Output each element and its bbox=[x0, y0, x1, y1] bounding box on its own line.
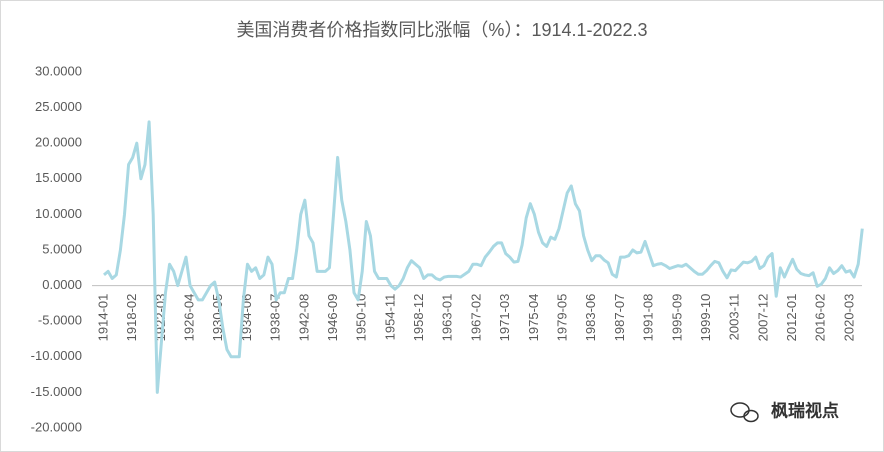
x-tick-label: 1946-09 bbox=[325, 294, 340, 342]
x-tick-label: 1963-01 bbox=[440, 294, 455, 342]
x-tick-label: 1995-09 bbox=[669, 294, 684, 342]
x-tick-label: 1983-06 bbox=[583, 294, 598, 342]
x-tick-label: 1954-11 bbox=[382, 294, 397, 341]
y-tick-label: 30.0000 bbox=[35, 63, 82, 78]
x-tick-label: 2007-12 bbox=[755, 294, 770, 342]
line bbox=[103, 120, 864, 394]
y-tick-label: -10.0000 bbox=[31, 348, 82, 363]
chart-title: 美国消费者价格指数同比涨幅（%）：1914.1-2022.3 bbox=[236, 20, 647, 40]
y-tick-label: 20.0000 bbox=[35, 135, 82, 150]
x-tick-label: 1914-01 bbox=[95, 294, 110, 342]
y-tick-label: 15.0000 bbox=[35, 170, 82, 185]
x-tick-label: 2020-03 bbox=[841, 294, 856, 342]
watermark: 枫瑞视点 bbox=[771, 400, 839, 420]
x-tick-label: 1918-02 bbox=[124, 294, 139, 342]
x-tick-label: 2003-11 bbox=[727, 294, 742, 341]
x-tick-label: 1991-08 bbox=[641, 294, 656, 342]
x-tick-label: 1926-04 bbox=[182, 294, 197, 342]
x-tick-label: 1930-05 bbox=[210, 294, 225, 342]
x-tick-label: 1999-10 bbox=[698, 294, 713, 342]
x-tick-label: 1938-07 bbox=[268, 294, 283, 342]
x-tick-label: 1979-05 bbox=[555, 294, 570, 342]
y-tick-label: -15.0000 bbox=[31, 384, 82, 399]
y-tick-label: 25.0000 bbox=[35, 99, 82, 114]
x-tick-label: 2012-01 bbox=[784, 294, 799, 342]
y-tick-label: -5.0000 bbox=[38, 313, 82, 328]
x-tick-label: 1958-12 bbox=[411, 294, 426, 342]
watermark-icon bbox=[730, 402, 759, 423]
y-tick-label: 10.0000 bbox=[35, 206, 82, 221]
y-tick-label: 5.0000 bbox=[42, 241, 82, 256]
x-tick-label: 1971-03 bbox=[497, 294, 512, 342]
y-tick-label: 0.0000 bbox=[42, 277, 82, 292]
y-tick-label: -20.0000 bbox=[31, 419, 82, 434]
x-tick-label: 1987-07 bbox=[612, 294, 627, 342]
x-tick-label: 2016-02 bbox=[813, 294, 828, 342]
x-tick-label: 1975-04 bbox=[526, 294, 541, 342]
x-tick-label: 1950-10 bbox=[354, 294, 369, 342]
x-tick-label: 1942-08 bbox=[296, 294, 311, 342]
x-tick-label: 1967-02 bbox=[468, 294, 483, 342]
